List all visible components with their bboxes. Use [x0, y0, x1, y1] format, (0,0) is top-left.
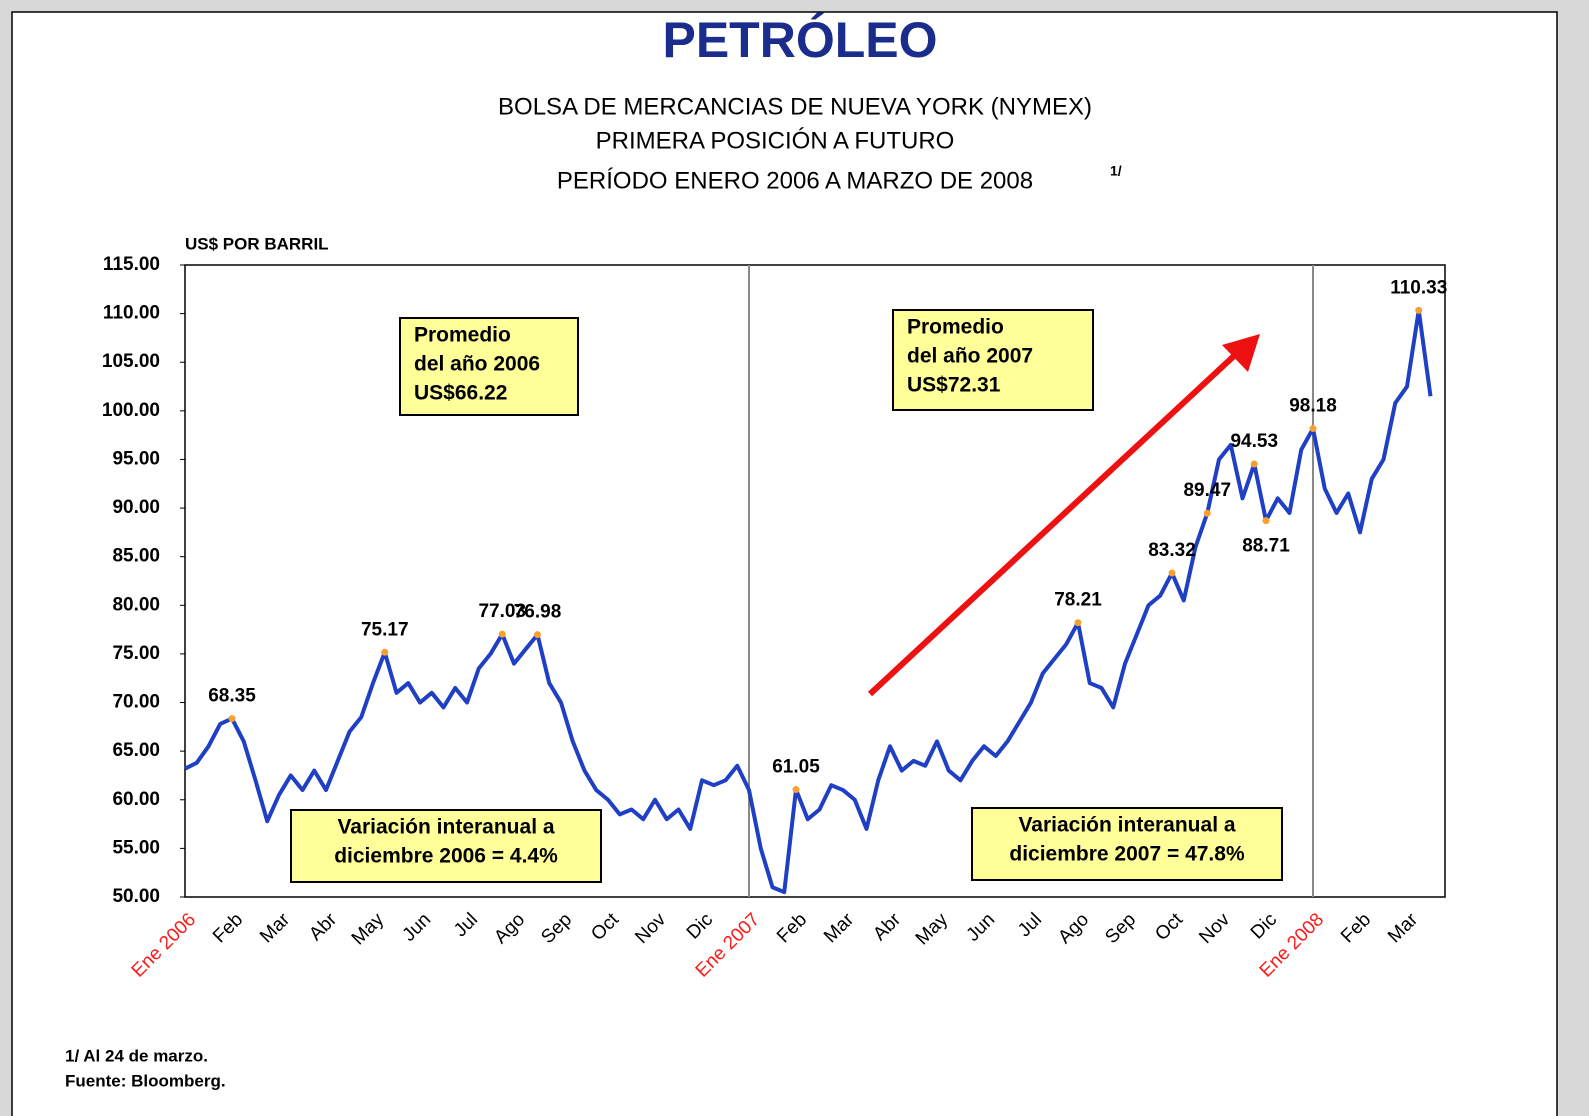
price-line	[184, 308, 1433, 895]
annotation-text: Variación interanual a	[337, 816, 554, 839]
y-tick-label: 70.00	[112, 692, 160, 713]
annotation-box	[971, 807, 1283, 881]
y-tick-label: 80.00	[112, 594, 160, 615]
annotation-text: Promedio	[414, 324, 511, 347]
y-tick-label: 90.00	[112, 497, 160, 518]
point-marker	[498, 630, 506, 638]
point-marker	[1309, 425, 1317, 433]
y-tick-label: 105.00	[102, 351, 160, 372]
point-marker	[1415, 306, 1423, 314]
subtitle: PERÍODO ENERO 2006 A MARZO DE 2008	[557, 167, 1033, 194]
annotation-text: diciembre 2007 = 47.8%	[1009, 843, 1245, 866]
annotation-text: del año 2007	[907, 345, 1033, 368]
data-label: 83.32	[1148, 540, 1196, 561]
data-label: 98.18	[1289, 396, 1337, 417]
y-tick-label: 85.00	[112, 546, 160, 567]
point-marker	[1168, 569, 1176, 577]
data-label: 76.98	[514, 602, 562, 623]
frame	[11, 11, 1558, 1116]
y-axis-label: US$ POR BARRIL	[185, 234, 329, 253]
point-marker	[1262, 517, 1270, 525]
chart-title: PETRÓLEO	[662, 12, 937, 68]
trend-arrow	[867, 352, 1238, 697]
data-label: 68.35	[208, 686, 256, 707]
y-tick-label: 100.00	[102, 400, 160, 421]
point-marker	[1203, 509, 1211, 517]
subtitle: BOLSA DE MERCANCIAS DE NUEVA YORK (NYMEX…	[498, 93, 1092, 120]
y-tick-label: 75.00	[112, 643, 160, 664]
data-label: 110.33	[1390, 277, 1447, 298]
point-marker	[1074, 619, 1082, 627]
y-tick-label: 55.00	[112, 837, 160, 858]
trend-arrow-head	[1222, 334, 1260, 372]
y-tick-label: 65.00	[112, 740, 160, 761]
y-tick-label: 60.00	[112, 789, 160, 810]
y-tick-label: 50.00	[112, 886, 160, 907]
y-tick-label: 95.00	[112, 448, 160, 469]
annotation-text: US$72.31	[907, 374, 1001, 397]
annotation-text: Promedio	[907, 316, 1004, 339]
annotation-text: Variación interanual a	[1018, 814, 1235, 837]
footnote: 1/ Al 24 de marzo.	[65, 1046, 208, 1065]
data-label: 94.53	[1230, 431, 1278, 452]
data-label: 88.71	[1242, 536, 1290, 557]
subtitle-note: 1/	[1110, 163, 1122, 179]
point-marker	[381, 648, 389, 656]
annotation-text: del año 2006	[414, 353, 540, 376]
data-label: 78.21	[1054, 590, 1102, 611]
annotation-box	[892, 309, 1094, 411]
point-marker	[792, 786, 800, 794]
annotation-text: US$66.22	[414, 382, 507, 405]
y-tick-label: 115.00	[103, 254, 160, 275]
annotation-box	[290, 809, 602, 883]
annotation-box	[399, 317, 579, 416]
subtitle: PRIMERA POSICIÓN A FUTURO	[596, 127, 955, 154]
point-marker	[228, 715, 236, 723]
data-label: 75.17	[361, 619, 409, 640]
plot-area	[184, 264, 1446, 898]
point-marker	[534, 631, 541, 639]
data-label: 61.05	[772, 757, 820, 778]
data-label: 89.47	[1183, 480, 1231, 501]
data-label: 77.03	[478, 601, 526, 622]
annotation-text: diciembre 2006 = 4.4%	[334, 845, 558, 868]
footnote: Fuente: Bloomberg.	[65, 1071, 226, 1090]
point-marker	[1250, 460, 1258, 468]
y-tick-label: 110.00	[103, 303, 160, 324]
